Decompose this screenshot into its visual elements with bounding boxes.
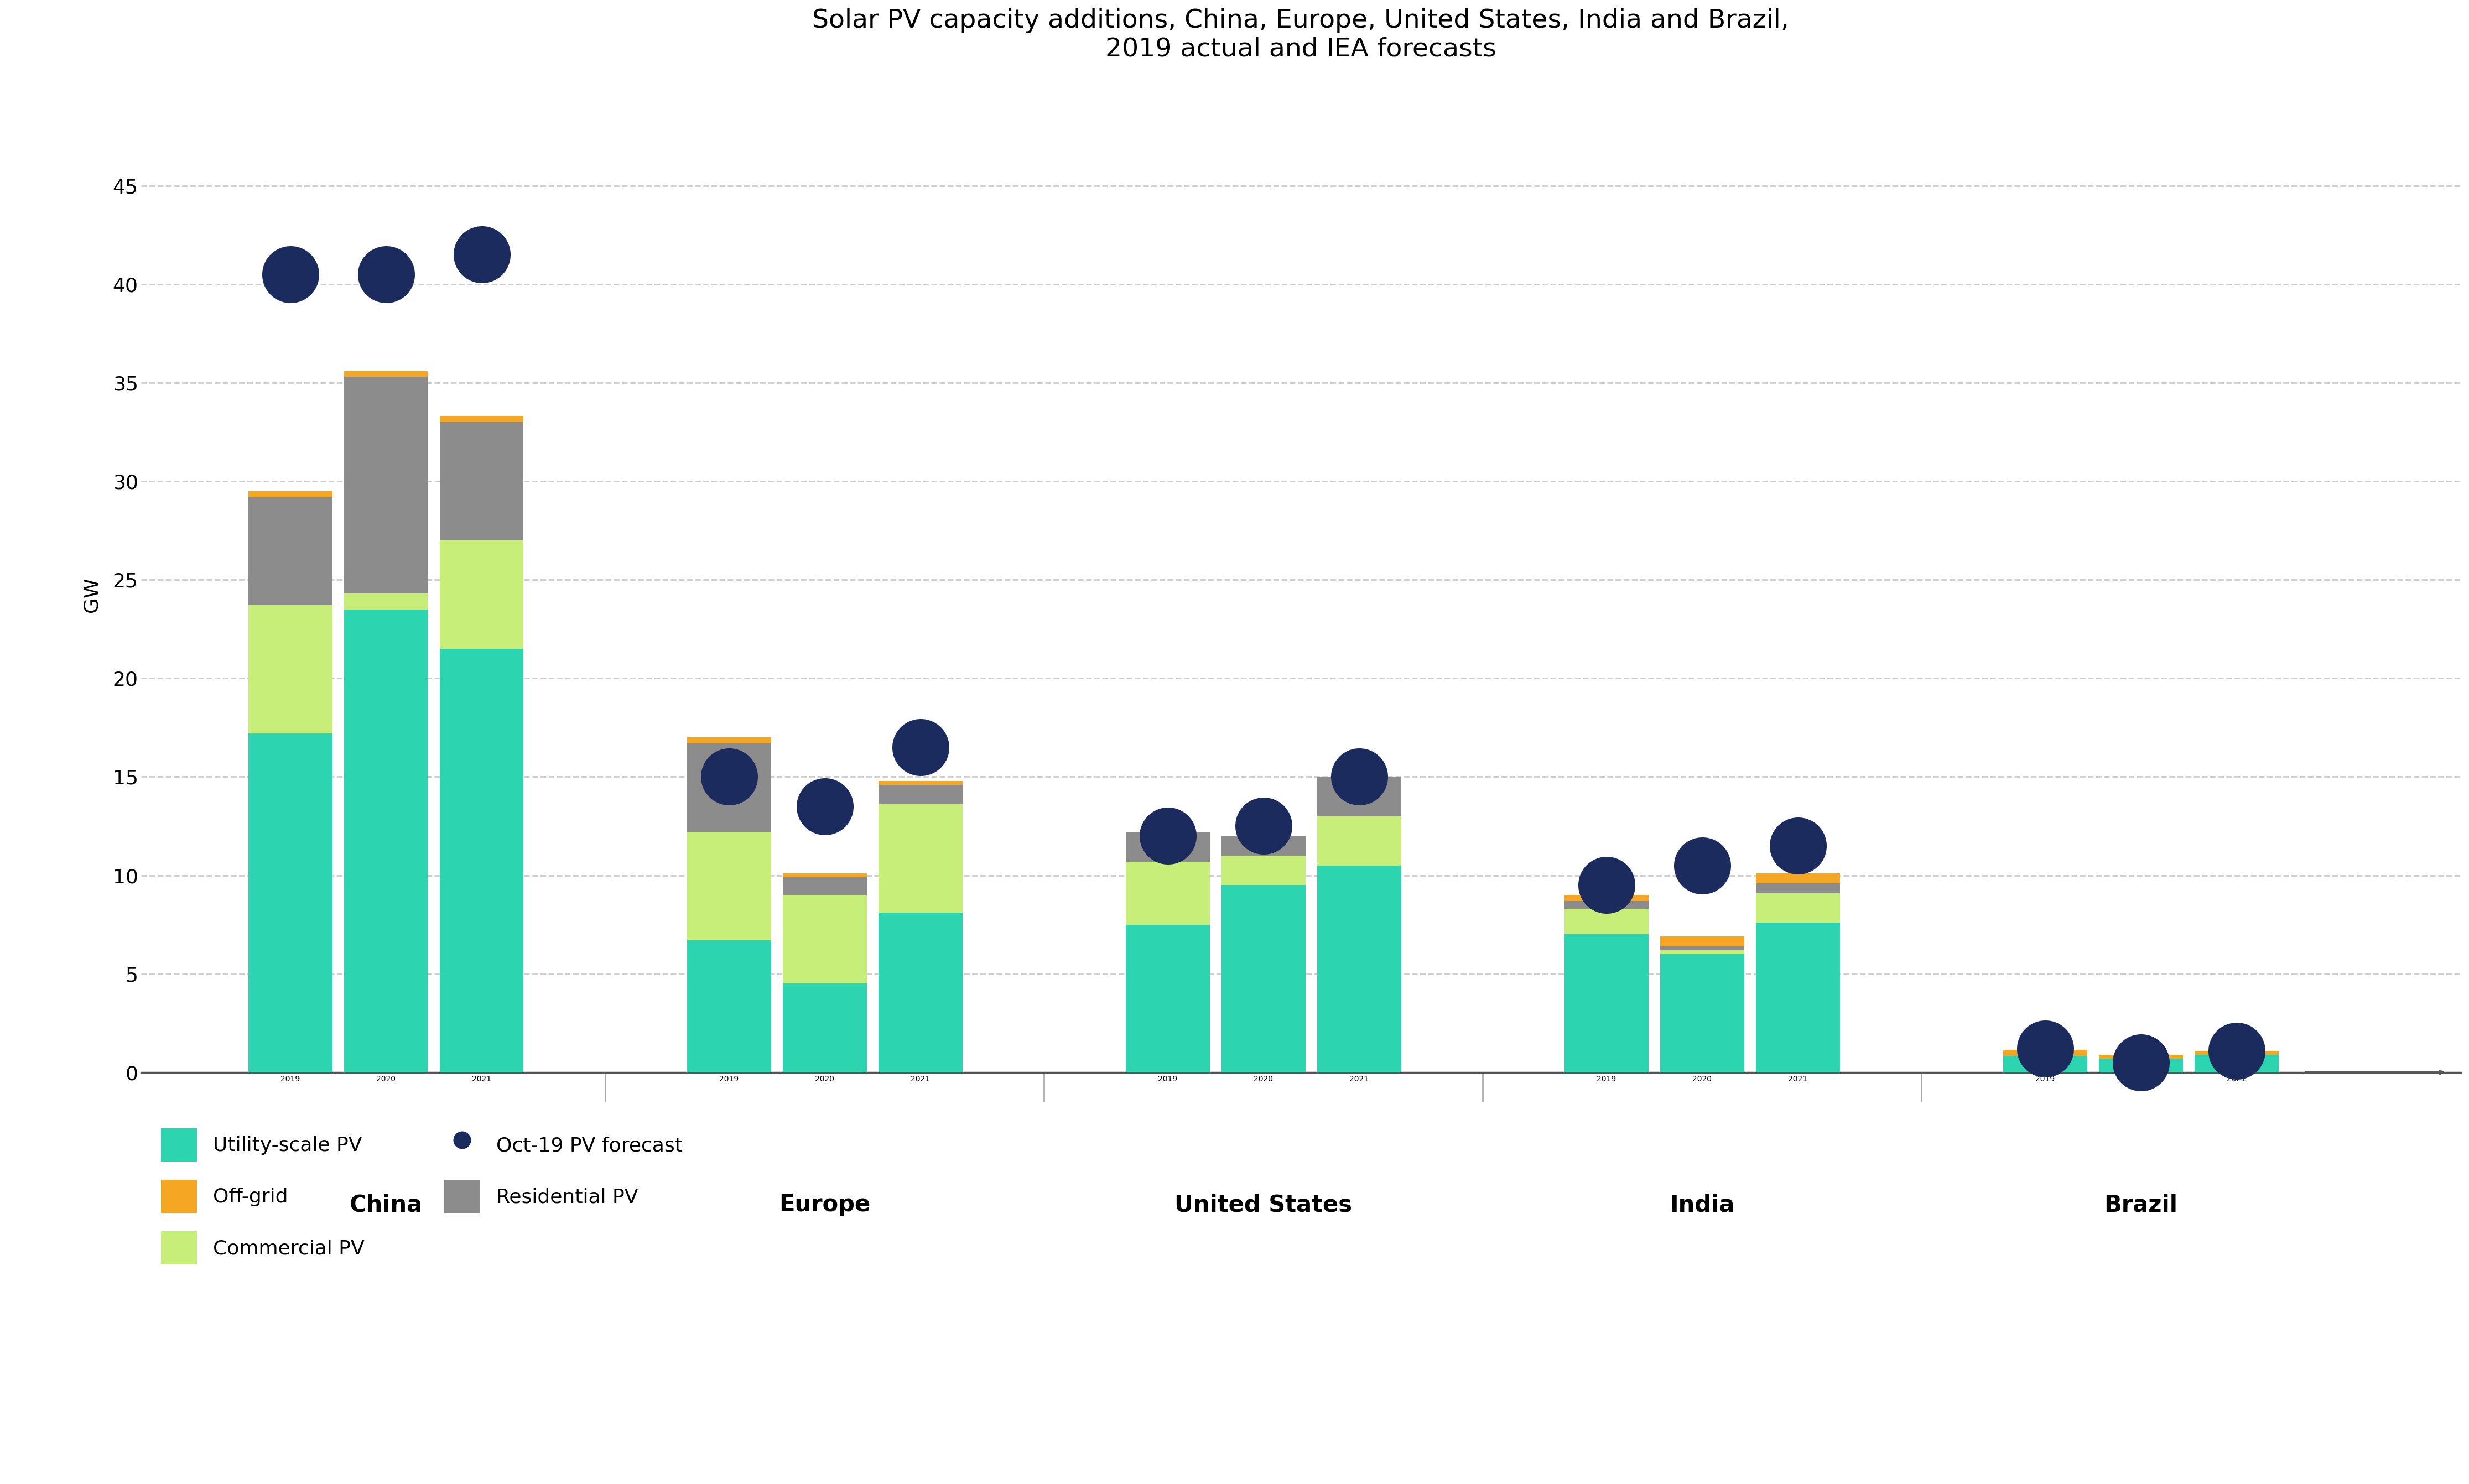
Text: United States: United States xyxy=(1175,1193,1353,1217)
Point xyxy=(1588,873,1627,896)
Point xyxy=(462,243,501,267)
Bar xyxy=(1126,925,1210,1073)
Bar xyxy=(1126,833,1210,862)
Text: Brazil: Brazil xyxy=(2104,1193,2178,1217)
Bar xyxy=(783,877,867,895)
Point xyxy=(901,736,941,760)
Point xyxy=(2121,1051,2160,1074)
Point xyxy=(1338,764,1378,788)
Legend: Utility-scale PV, Off-grid, Commercial PV, Oct-19 PV forecast, Residential PV: Utility-scale PV, Off-grid, Commercial P… xyxy=(151,1119,691,1275)
Bar xyxy=(879,913,963,1073)
Bar xyxy=(1755,893,1839,923)
Text: China: China xyxy=(348,1193,422,1217)
Y-axis label: GW: GW xyxy=(81,577,101,613)
Bar xyxy=(439,416,523,421)
Bar xyxy=(879,781,963,785)
Bar xyxy=(1755,923,1839,1073)
Text: Europe: Europe xyxy=(778,1193,872,1217)
Bar xyxy=(1659,936,1743,947)
Point xyxy=(1148,824,1188,847)
Bar xyxy=(1659,950,1743,954)
Point xyxy=(2217,1039,2257,1063)
Bar xyxy=(1222,835,1306,856)
Point xyxy=(2025,1037,2064,1061)
Bar xyxy=(686,738,770,743)
Bar xyxy=(879,804,963,913)
Bar xyxy=(439,540,523,649)
Bar xyxy=(1565,901,1649,908)
Bar xyxy=(343,371,427,377)
Point xyxy=(272,263,311,286)
Bar xyxy=(2099,1058,2183,1073)
Point xyxy=(1681,853,1721,877)
Bar xyxy=(1222,884,1306,1073)
Bar xyxy=(2099,1055,2183,1058)
Bar xyxy=(686,743,770,833)
Bar xyxy=(1755,874,1839,883)
Bar xyxy=(686,833,770,941)
Bar xyxy=(439,649,523,1073)
Bar xyxy=(1316,816,1400,865)
Bar xyxy=(343,377,427,594)
Bar xyxy=(1565,908,1649,935)
Bar xyxy=(2195,1055,2279,1073)
Bar xyxy=(783,984,867,1073)
Bar xyxy=(1565,935,1649,1073)
Bar xyxy=(1316,865,1400,1073)
Bar xyxy=(249,491,333,497)
Bar xyxy=(2195,1051,2279,1055)
Bar xyxy=(2002,1055,2086,1073)
Title: Solar PV capacity additions, China, Europe, United States, India and Brazil,
201: Solar PV capacity additions, China, Euro… xyxy=(812,9,1790,62)
Point xyxy=(805,794,844,818)
Bar xyxy=(439,421,523,540)
Bar xyxy=(1316,776,1400,816)
Point xyxy=(709,764,748,788)
Bar xyxy=(1755,883,1839,893)
Bar xyxy=(783,874,867,877)
Point xyxy=(365,263,405,286)
Bar xyxy=(1565,895,1649,901)
Bar xyxy=(343,610,427,1073)
Bar xyxy=(783,895,867,984)
Bar xyxy=(249,605,333,733)
Bar xyxy=(686,941,770,1073)
Bar xyxy=(1659,954,1743,1073)
Bar xyxy=(343,594,427,610)
Bar xyxy=(879,785,963,804)
Bar xyxy=(249,733,333,1073)
Point xyxy=(1244,815,1284,838)
Point xyxy=(1778,834,1817,858)
Bar xyxy=(1222,856,1306,884)
Bar xyxy=(1126,862,1210,925)
Bar xyxy=(249,497,333,605)
Text: India: India xyxy=(1669,1193,1736,1217)
Bar xyxy=(1659,947,1743,950)
Bar xyxy=(2002,1049,2086,1055)
